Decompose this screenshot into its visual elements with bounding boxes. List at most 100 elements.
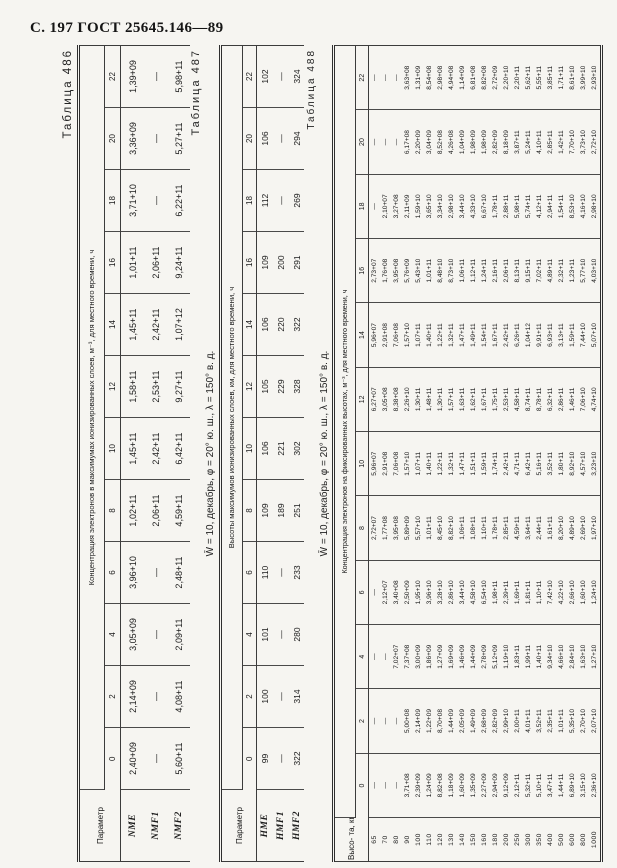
- table-cell: 2,11+09: [402, 174, 413, 239]
- table-cell: 1,24+09: [424, 753, 435, 818]
- table-cell: 7,42+10: [545, 560, 556, 625]
- table-cell: 1,54+11: [556, 174, 567, 239]
- table-cell: 8,73+10: [446, 238, 457, 303]
- time-column-header: 18: [104, 169, 121, 232]
- table-cell: 1,77+08: [380, 495, 391, 561]
- table-cell: 1,22+11: [435, 302, 446, 368]
- table-cell: 1,74+11: [490, 431, 501, 496]
- table-cell: 2,16+11: [490, 238, 501, 303]
- table-cell: 4,16+10: [578, 174, 589, 239]
- table-cell: 1,42+11: [556, 109, 567, 175]
- table-cell: —: [391, 688, 402, 754]
- table-cell: —: [273, 45, 289, 108]
- table-488: Высо- та, км Концентрация электронов на …: [332, 45, 603, 862]
- table-row: NMF1— — — —2,06+11 2,42+11 2,53+11 2,42+11 2,06…: [144, 45, 167, 862]
- table-cell: 221: [273, 417, 289, 480]
- table-cell: 2,85+11: [545, 109, 556, 175]
- table-cell: 8,70+08: [435, 688, 446, 754]
- table-cell: 1,49+09: [468, 688, 479, 754]
- table-cell: —: [273, 541, 289, 604]
- table-cell: 1,63+10: [578, 624, 589, 689]
- table-cell: 2,06+11: [501, 238, 512, 303]
- table-row: 90 3,71+08 5,00+08 7,37+08 2,50+09 5,89+09 1,5…: [402, 45, 413, 862]
- row-label: 140: [458, 833, 466, 846]
- table-cell: 1,62+11: [468, 367, 479, 432]
- table-cell: 1,98+09: [468, 109, 479, 175]
- table-cell: 6,67+10: [479, 174, 490, 239]
- table-cell: —: [144, 727, 167, 790]
- table-cell: 2,39+11: [501, 560, 512, 625]
- table-cell: 1,14+09: [457, 45, 468, 110]
- table-cell: 2,72+09: [490, 45, 501, 110]
- table-cell: 2,32+11: [556, 238, 567, 303]
- table-cell: 8,92+10: [567, 431, 578, 496]
- table-cell: 6,93+11: [545, 302, 556, 368]
- table-row: HMF2 322 314 280 233 251 302 328 322 291 269 294 324: [289, 45, 304, 862]
- table-cell: 269: [289, 169, 304, 232]
- table-cell: 6,17+08: [402, 109, 413, 175]
- table-cell: 3,64+11: [523, 495, 534, 561]
- table-cell: 5,07+10: [589, 302, 602, 368]
- table-cell: 1,48+11: [424, 367, 435, 432]
- table-cell: 6,81+08: [468, 45, 479, 110]
- table-cell: 2,00+11: [512, 688, 523, 754]
- time-header-row: 0 2 4 6 8 10 12 14 16 18 20 22: [242, 45, 257, 862]
- table-cell: 291: [289, 231, 304, 294]
- table-cell: 6,32+11: [545, 367, 556, 432]
- table-cell: 3,99+10: [578, 45, 589, 110]
- table-cell: 1,01+11: [120, 231, 144, 294]
- table-cell: 3,71+08: [402, 753, 413, 818]
- table-cell: 6,26+11: [512, 302, 523, 368]
- table-cell: 5,96+07: [368, 431, 380, 496]
- table-cell: 2,14+09: [120, 665, 144, 728]
- table-cell: 220: [273, 293, 289, 356]
- table-cell: 1,06+11: [457, 495, 468, 561]
- time-column-header: 20: [242, 107, 257, 170]
- row-label: 160: [480, 833, 488, 846]
- table-cell: 109: [256, 231, 273, 294]
- time-column-header: 10: [355, 431, 369, 496]
- table-cell: 1,30+11: [435, 367, 446, 432]
- table-cell: 2,20+10: [501, 45, 512, 110]
- table-cell: 1,40+11: [424, 431, 435, 496]
- table-row: 400 3,47+11 2,35+11 9,34+10 7,42+10 1,61+11 3,…: [545, 45, 556, 862]
- table-row: HMF1— — — —189 221 229 220 200— — —: [273, 45, 289, 862]
- table-cell: 1,01+11: [556, 688, 567, 754]
- table-cell: 3,40+08: [391, 560, 402, 625]
- time-column-header: 18: [242, 169, 257, 232]
- table-cell: 3,47+11: [545, 753, 556, 818]
- table-cell: 6,27+07: [368, 367, 380, 432]
- table-487-body: HME 99 100 101 110 109 106 105 106 109 112 106 102 HM…: [256, 45, 304, 862]
- time-column-header: 22: [104, 45, 121, 108]
- table-cell: 1,71+11: [556, 45, 567, 110]
- table-cell: 1,27+09: [435, 624, 446, 689]
- table-cell: 2,82+09: [490, 109, 501, 175]
- row-label: NMF1: [150, 811, 161, 840]
- time-column-header: 8: [104, 479, 121, 542]
- table-487: Параметр Высоты максимумов ионизированны…: [219, 45, 304, 862]
- table-cell: 1,47+11: [457, 431, 468, 496]
- param-column-header: Параметр: [220, 789, 257, 862]
- table-cell: 5,74+11: [523, 174, 534, 239]
- table-cell: 5,98+11: [512, 174, 523, 239]
- table-cell: 4,58+11: [512, 367, 523, 432]
- table-cell: 4,03+10: [589, 238, 602, 303]
- table-cell: 2,85+11: [501, 495, 512, 561]
- table-cell: 5,00+08: [402, 688, 413, 754]
- table-cell: 3,27+08: [391, 174, 402, 239]
- table-cell: 1,01+11: [424, 495, 435, 561]
- table-cell: 1,24+10: [589, 560, 602, 625]
- table-cell: 1,30+11: [413, 367, 424, 432]
- table-cell: 1,59+11: [479, 431, 490, 496]
- table-cell: 2,84+10: [567, 624, 578, 689]
- table-cell: 1,04+09: [457, 109, 468, 175]
- table-cell: 3,44+10: [457, 560, 468, 625]
- table-cell: 1,24+11: [479, 238, 490, 303]
- time-column-header: 12: [104, 355, 121, 418]
- table-cell: 1,57+10: [402, 302, 413, 368]
- table-cell: —: [368, 174, 380, 239]
- table-cell: 2,82+09: [490, 688, 501, 754]
- table-cell: 2,44+11: [534, 495, 545, 561]
- table-cell: 4,89+11: [545, 238, 556, 303]
- table-cell: 2,05+09: [457, 688, 468, 754]
